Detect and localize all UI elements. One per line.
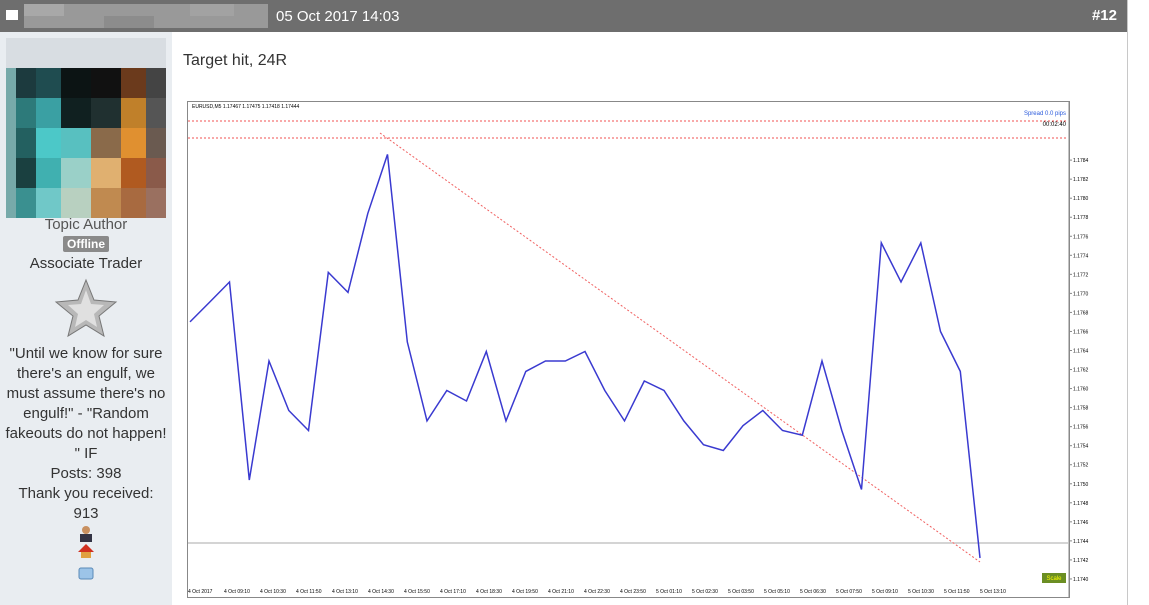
x-tick-label: 5 Oct 11:50 <box>944 589 970 595</box>
author-icons[interactable] <box>76 524 96 584</box>
spread-label: Spread 0.0 pips <box>1024 111 1066 117</box>
x-tick-label: 5 Oct 02:30 <box>692 589 718 595</box>
y-tick-label: 1.1758 <box>1073 406 1089 412</box>
x-tick-label: 5 Oct 03:50 <box>728 589 754 595</box>
y-tick-label: 1.1762 <box>1073 368 1089 374</box>
x-tick-label: 5 Oct 10:30 <box>908 589 934 595</box>
scale-button[interactable] <box>1042 573 1066 583</box>
rank-star <box>54 278 118 338</box>
post-text: Target hit, 24R <box>183 52 288 69</box>
post-header: 05 Oct 2017 14:03 #12 <box>0 0 1127 32</box>
y-tick-label: 1.1768 <box>1073 310 1089 316</box>
y-tick-label: 1.1780 <box>1073 196 1089 202</box>
y-tick-label: 1.1744 <box>1073 539 1089 545</box>
y-tick-label: 1.1772 <box>1073 272 1089 278</box>
y-tick-label: 1.1760 <box>1073 387 1089 393</box>
x-tick-label: 5 Oct 06:30 <box>800 589 826 595</box>
price-chart: EURUSD,M5 1.17467 1.17475 1.17418 1.1744… <box>187 101 1089 598</box>
x-tick-label: 4 Oct 19:50 <box>512 589 538 595</box>
x-tick-label: 4 Oct 10:30 <box>260 589 286 595</box>
y-tick-label: 1.1764 <box>1073 349 1089 355</box>
trend-line <box>379 132 981 563</box>
y-tick-label: 1.1742 <box>1073 558 1089 564</box>
x-tick-label: 5 Oct 05:10 <box>764 589 790 595</box>
x-tick-label: 4 Oct 21:10 <box>548 589 574 595</box>
author-posts: Posts: 398 <box>50 465 122 482</box>
x-tick-label: 4 Oct 14:30 <box>368 589 394 595</box>
y-tick-label: 1.1774 <box>1073 253 1089 259</box>
x-tick-label: 4 Oct 11:50 <box>296 589 322 595</box>
x-tick-label: 4 Oct 18:30 <box>476 589 502 595</box>
y-tick-label: 1.1740 <box>1073 577 1089 583</box>
author-sidebar: Topic Author Offline Associate Trader "U… <box>0 32 172 605</box>
author-thanks: Thank you received: <box>18 485 154 502</box>
y-tick-label: 1.1782 <box>1073 177 1089 183</box>
chart-header: EURUSD,M5 1.17467 1.17475 1.17418 1.1744… <box>192 104 300 110</box>
x-tick-label: 4 Oct 2017 <box>188 589 213 595</box>
y-tick-label: 1.1746 <box>1073 520 1089 526</box>
y-tick-label: 1.1754 <box>1073 444 1089 450</box>
y-tick-label: 1.1756 <box>1073 425 1089 431</box>
x-tick-label: 5 Oct 01:10 <box>656 589 682 595</box>
x-tick-label: 4 Oct 17:10 <box>440 589 466 595</box>
timer-label: 00:02:40 <box>1043 122 1067 128</box>
x-tick-label: 4 Oct 09:10 <box>224 589 250 595</box>
author-role: Topic Author <box>44 216 128 233</box>
x-tick-label: 4 Oct 22:30 <box>584 589 610 595</box>
y-tick-label: 1.1748 <box>1073 501 1089 507</box>
y-tick-label: 1.1778 <box>1073 215 1089 221</box>
scale-label[interactable]: Scale <box>1046 576 1062 582</box>
author-signature: "Until we know for sure there's an engul… <box>5 345 167 462</box>
price-line <box>189 154 981 559</box>
y-tick-label: 1.1750 <box>1073 482 1089 488</box>
x-tick-label: 4 Oct 15:50 <box>404 589 430 595</box>
y-tick-label: 1.1776 <box>1073 234 1089 240</box>
post-number[interactable]: #12 <box>1091 7 1117 24</box>
x-tick-label: 5 Oct 13:10 <box>980 589 1006 595</box>
x-tick-label: 4 Oct 13:10 <box>332 589 358 595</box>
border <box>1127 0 1128 605</box>
y-tick-label: 1.1752 <box>1073 463 1089 469</box>
author-rank: Associate Trader <box>29 255 143 272</box>
x-tick-label: 4 Oct 23:50 <box>620 589 646 595</box>
x-tick-label: 5 Oct 09:10 <box>872 589 898 595</box>
y-tick-label: 1.1770 <box>1073 291 1089 297</box>
y-tick-label: 1.1784 <box>1073 158 1089 164</box>
author-link-blurred[interactable] <box>0 0 270 32</box>
status-badge: Offline <box>63 236 109 252</box>
chart-frame <box>187 101 1070 598</box>
avatar <box>6 38 166 218</box>
author-thanks-count: 913 <box>73 505 99 522</box>
post-date: 05 Oct 2017 14:03 <box>276 8 400 25</box>
y-tick-label: 1.1766 <box>1073 329 1089 335</box>
x-tick-label: 5 Oct 07:50 <box>836 589 862 595</box>
